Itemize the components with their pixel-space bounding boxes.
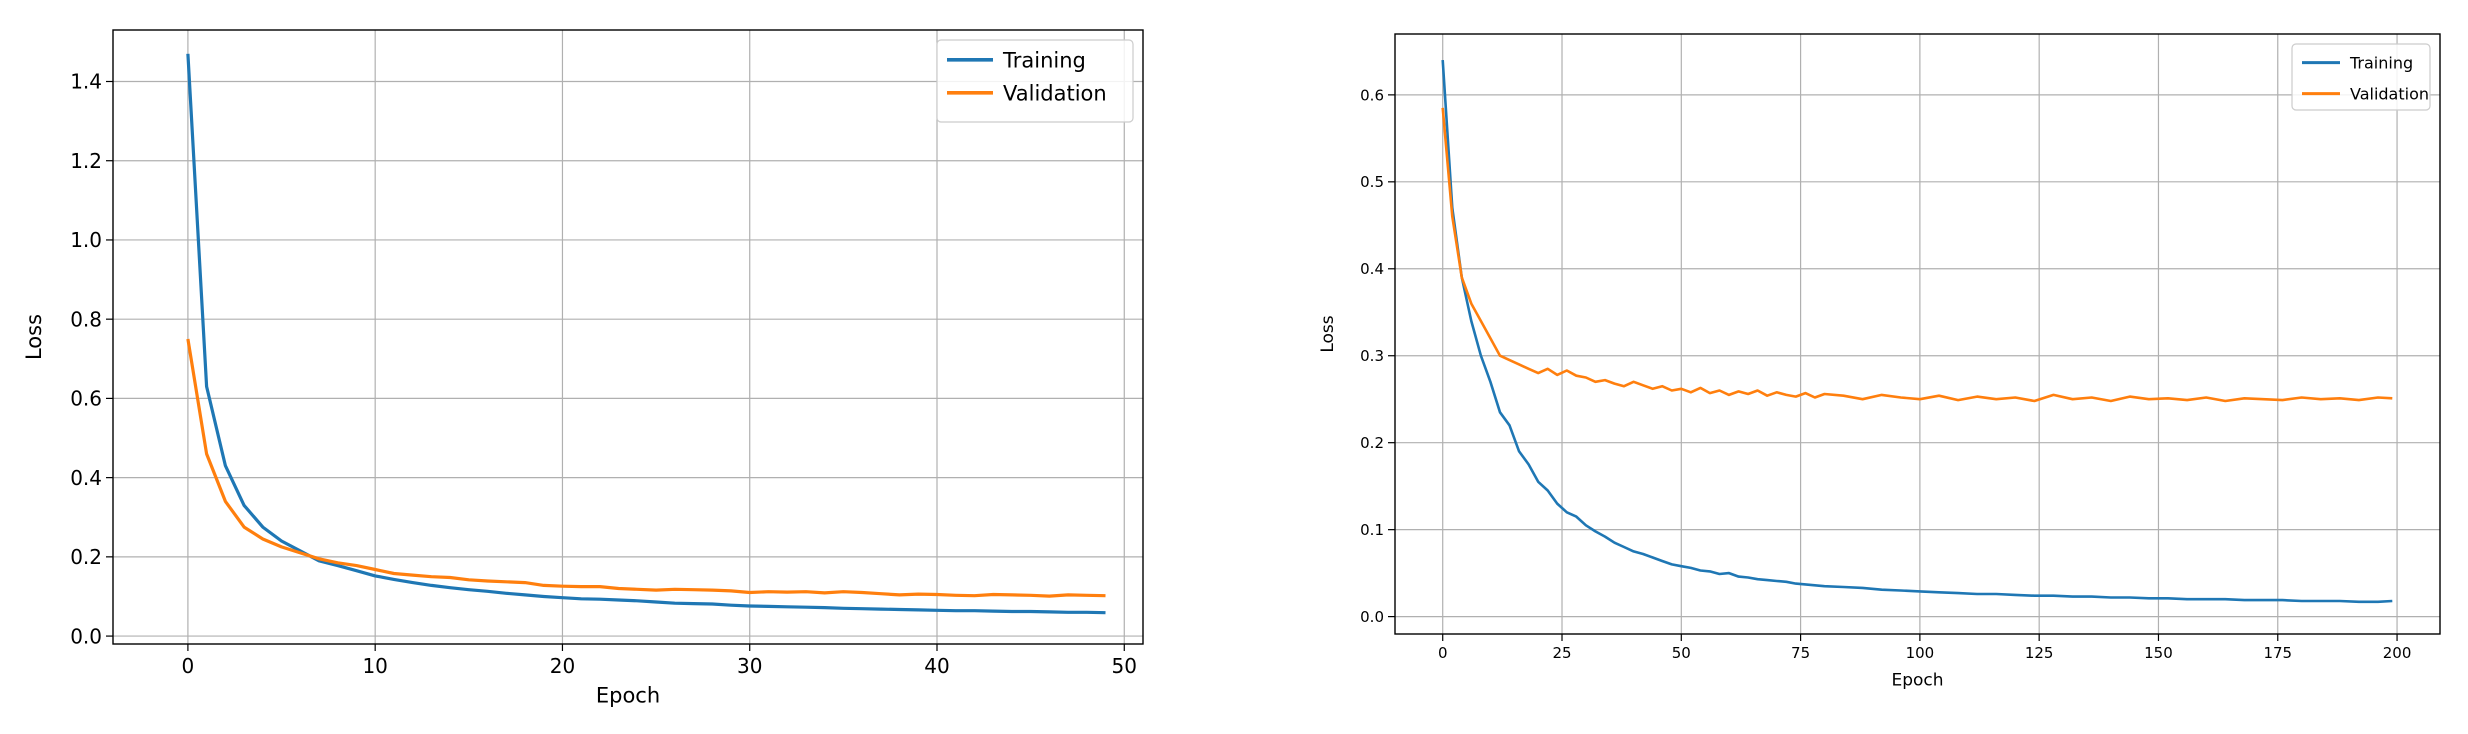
y-tick-label: 0.6 xyxy=(1360,86,1384,104)
x-axis-label: Epoch xyxy=(596,684,660,708)
legend-label-validation: Validation xyxy=(2350,84,2429,103)
x-tick-label: 150 xyxy=(2144,644,2173,662)
x-tick-label: 175 xyxy=(2263,644,2292,662)
legend-label-training: Training xyxy=(2349,53,2413,72)
series-line-validation xyxy=(1441,107,2393,403)
x-tick-label: 200 xyxy=(2383,644,2412,662)
y-tick-label: 1.4 xyxy=(70,70,102,94)
y-tick-label: 0.8 xyxy=(70,307,102,331)
y-axis-label: Loss xyxy=(1318,315,1338,352)
y-tick-label: 1.0 xyxy=(70,228,102,252)
series-line-validation xyxy=(186,338,1106,598)
x-axis-label: Epoch xyxy=(1891,671,1943,691)
y-tick-label: 0.1 xyxy=(1360,521,1384,539)
y-tick-label: 0.2 xyxy=(1360,434,1384,452)
chart-1-training-validation-loss: 0 10 20 30 40 50 0.0 0.2 0.4 0.6 0.8 1.0 1.2 1.4 Epoch… xyxy=(22,29,1144,708)
axes-frame xyxy=(112,29,1144,645)
series-line-training xyxy=(1441,60,2393,604)
x-tick-label: 125 xyxy=(2025,644,2054,662)
y-tick-label: 0.4 xyxy=(70,466,102,490)
x-tick-label: 0 xyxy=(1438,644,1448,662)
legend-label-validation: Validation xyxy=(1003,81,1107,105)
y-axis-label: Loss xyxy=(22,314,46,360)
y-tick-label: 0.5 xyxy=(1360,173,1384,191)
y-tick-label: 0.0 xyxy=(70,624,102,648)
legend: Training Validation xyxy=(2291,43,2431,111)
x-tick-label: 50 xyxy=(1672,644,1691,662)
plot-area xyxy=(1395,34,2440,634)
series-line-training xyxy=(186,53,1106,615)
x-tick-label: 100 xyxy=(1906,644,1935,662)
axes-frame xyxy=(1394,33,2441,635)
y-tick-label: 0.3 xyxy=(1360,347,1384,365)
y-tick-label: 0.4 xyxy=(1360,260,1384,278)
y-tick-label: 0.6 xyxy=(70,387,102,411)
x-tick-label: 25 xyxy=(1552,644,1571,662)
x-tick-label: 75 xyxy=(1791,644,1810,662)
x-tick-label: 10 xyxy=(362,654,387,678)
x-tick-label: 30 xyxy=(737,654,762,678)
x-tick-label: 0 xyxy=(182,654,195,678)
y-tick-label: 0.2 xyxy=(70,545,102,569)
legend-label-training: Training xyxy=(1002,48,1086,72)
x-tick-label: 40 xyxy=(924,654,949,678)
y-tick-label: 0.0 xyxy=(1360,608,1384,626)
x-tick-label: 20 xyxy=(550,654,575,678)
legend: Training Validation xyxy=(936,39,1134,123)
x-tick-label: 50 xyxy=(1112,654,1137,678)
chart-2-training-validation-loss: 0 25 50 75 100 125 150 175 200 0.0 0.1 0.2 0.3 0.4 0.5… xyxy=(1318,33,2441,691)
y-tick-label: 1.2 xyxy=(70,149,102,173)
